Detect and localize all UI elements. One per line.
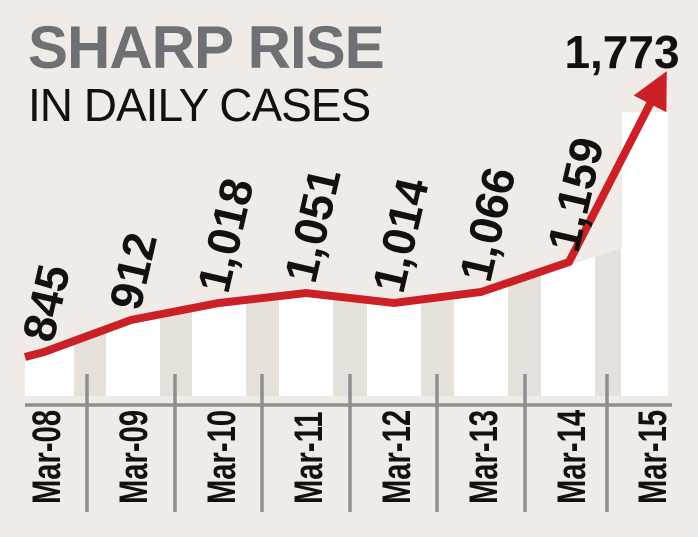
value-label: 912 <box>99 228 167 314</box>
x-axis-label: Mar-10 <box>200 410 245 504</box>
value-label: 1,066 <box>449 162 526 286</box>
chart-subtitle: IN DAILY CASES <box>28 79 371 131</box>
x-axis-label: Mar-13 <box>462 410 507 504</box>
value-label: 1,014 <box>362 173 439 297</box>
x-axis-label: Mar-12 <box>375 410 420 504</box>
trend-line-with-arrow <box>23 71 667 361</box>
column-bar <box>621 112 668 396</box>
value-label: 1,018 <box>187 173 264 297</box>
x-axis-label: Mar-14 <box>550 409 595 504</box>
x-axis-label: Mar-09 <box>112 410 157 504</box>
value-label-final: 1,773 <box>564 26 679 78</box>
x-axis-label: Mar-08 <box>25 410 70 504</box>
column-bar <box>106 112 160 396</box>
x-axis-label: Mar-15 <box>631 410 676 504</box>
value-label: 1,051 <box>274 163 351 287</box>
chart-title: SHARP RISE <box>28 14 385 81</box>
x-axis-label: Mar-11 <box>287 412 332 504</box>
value-label: 845 <box>12 260 80 346</box>
